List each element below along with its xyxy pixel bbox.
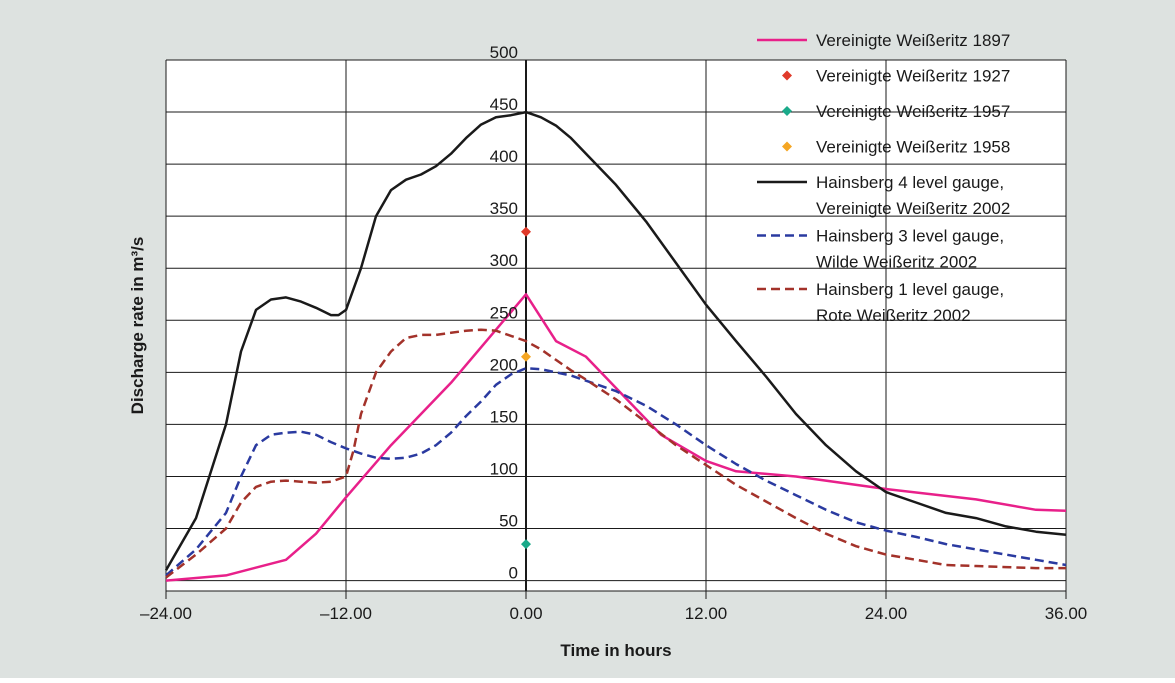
y-tick-label-6: 300 [490, 251, 518, 270]
x-tick-labels: –24.00 –12.00 0.00 12.00 24.00 36.00 [140, 604, 1087, 623]
y-tick-label-0: 0 [509, 564, 518, 583]
x-tick-label-0: –24.00 [140, 604, 192, 623]
x-tick-label-5: 36.00 [1045, 604, 1088, 623]
series-layer [164, 110, 1067, 582]
y-axis-title: Discharge rate in m³/s [128, 237, 147, 415]
y-tick-label-2: 100 [490, 459, 518, 478]
legend-item-vereinigte-wei-eritz-1958-swatch [782, 141, 792, 152]
legend-item-vereinigte-wei-eritz-1957-swatch [782, 106, 792, 116]
legend-item-hainsberg-4-level-gauge-vereinigte-wei-eritz-2002-label-1: Vereinigte Weißeritz 2002 [816, 199, 1010, 218]
legend-item-vereinigte-wei-eritz-1927-label-0: Vereinigte Weißeritz 1927 [816, 67, 1010, 86]
legend-item-hainsberg-4-level-gauge-vereinigte-wei-eritz-2002-label-0: Hainsberg 4 level gauge, [816, 173, 1004, 192]
x-tick-label-3: 12.00 [685, 604, 728, 623]
x-axis-title: Time in hours [560, 641, 671, 660]
y-tick-label-1: 50 [499, 512, 518, 531]
y-tick-label-8: 400 [490, 147, 518, 166]
legend-item-vereinigte-wei-eritz-1957: Vereinigte Weißeritz 1957 [782, 102, 1010, 121]
series-vereinigte-wei-eritz-1958-point-0 [521, 351, 531, 362]
x-tick-label-2: 0.00 [509, 604, 542, 623]
legend-item-hainsberg-1-level-gauge-rote-wei-eritz-2002-label-1: Rote Weißeritz 2002 [816, 306, 971, 325]
legend-item-hainsberg-1-level-gauge-rote-wei-eritz-2002-label-0: Hainsberg 1 level gauge, [816, 280, 1004, 299]
y-tick-label-7: 350 [490, 199, 518, 218]
series-vereinigte-wei-eritz-1957-point-0 [521, 539, 531, 550]
legend-item-vereinigte-wei-eritz-1927: Vereinigte Weißeritz 1927 [782, 67, 1010, 86]
series-vereinigte-wei-eritz-1927-point-0 [521, 226, 531, 237]
legend: Vereinigte Weißeritz 1897 Vereinigte Weiß… [757, 31, 1010, 325]
legend-item-hainsberg-1-level-gauge-rote-wei-eritz-2002: Hainsberg 1 level gauge, Rote Weißeritz 2… [757, 280, 1004, 325]
x-tick-label-1: –12.00 [320, 604, 372, 623]
legend-item-hainsberg-3-level-gauge-wilde-wei-eritz-2002-label-0: Hainsberg 3 level gauge, [816, 227, 1004, 246]
y-tick-label-3: 150 [490, 407, 518, 426]
legend-item-vereinigte-wei-eritz-1958: Vereinigte Weißeritz 1958 [782, 138, 1010, 157]
x-tick-label-4: 24.00 [865, 604, 908, 623]
series-hainsberg-1-level-gauge-rote-wei-eritz-2002-line [165, 328, 1066, 579]
grid [165, 59, 1067, 599]
y-tick-label-4: 200 [490, 355, 518, 374]
legend-item-hainsberg-3-level-gauge-wilde-wei-eritz-2002-label-1: Wilde Weißeritz 2002 [816, 253, 977, 272]
legend-item-hainsberg-4-level-gauge-vereinigte-wei-eritz-2002: Hainsberg 4 level gauge, Vereinigte Weiße… [757, 173, 1010, 218]
legend-item-vereinigte-wei-eritz-1957-label-0: Vereinigte Weißeritz 1957 [816, 102, 1010, 121]
series-vereinigte-wei-eritz-1897-line [165, 293, 1067, 582]
legend-item-vereinigte-wei-eritz-1927-swatch [782, 70, 792, 81]
y-tick-labels: 0 50 100 150 200 250 300 350 400 450 500 [490, 43, 518, 583]
legend-item-hainsberg-3-level-gauge-wilde-wei-eritz-2002: Hainsberg 3 level gauge, Wilde Weißeritz … [757, 227, 1004, 272]
legend-item-vereinigte-wei-eritz-1958-label-0: Vereinigte Weißeritz 1958 [816, 138, 1010, 157]
y-tick-label-10: 500 [490, 43, 518, 62]
legend-item-vereinigte-wei-eritz-1897-label-0: Vereinigte Weißeritz 1897 [816, 31, 1010, 50]
y-tick-label-5: 250 [490, 303, 518, 322]
y-tick-label-9: 450 [490, 95, 518, 114]
legend-item-vereinigte-wei-eritz-1897: Vereinigte Weißeritz 1897 [757, 31, 1010, 50]
series-hainsberg-3-level-gauge-wilde-wei-eritz-2002-line [165, 366, 1067, 577]
series-hainsberg-4-level-gauge-vereinigte-wei-eritz-2002-line [164, 110, 1067, 571]
